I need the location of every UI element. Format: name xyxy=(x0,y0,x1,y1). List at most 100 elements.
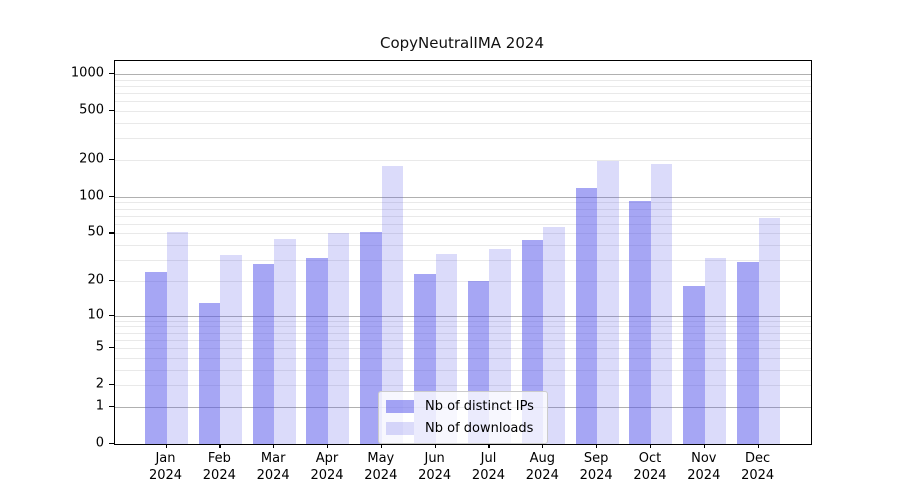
bar-nb-of-downloads-dec xyxy=(758,218,781,444)
y-tick-label: 50 xyxy=(87,224,104,240)
x-tick-mark xyxy=(434,444,436,448)
bar-nb-of-distinct-ips-jan xyxy=(145,271,167,444)
minor-gridline xyxy=(115,208,811,210)
y-tick-mark xyxy=(109,110,114,112)
bar-nb-of-distinct-ips-may xyxy=(360,232,382,444)
x-tick-label: May 2024 xyxy=(364,451,398,483)
minor-gridline xyxy=(115,260,811,262)
legend: Nb of distinct IPs Nb of downloads xyxy=(378,391,548,444)
y-tick-mark xyxy=(109,347,114,349)
bar-nb-of-distinct-ips-sep xyxy=(575,188,598,444)
x-tick-mark xyxy=(326,444,329,448)
x-tick-label: Jul 2024 xyxy=(471,451,506,483)
x-tick-mark xyxy=(596,444,598,448)
bar-nb-of-distinct-ips-mar xyxy=(252,263,275,444)
y-tick-mark xyxy=(109,314,114,316)
major-gridline xyxy=(115,315,811,317)
minor-gridline xyxy=(115,85,811,87)
legend-item-downloads: Nb of downloads xyxy=(386,421,534,436)
x-tick-mark xyxy=(649,444,652,448)
bar-nb-of-downloads-jan xyxy=(166,232,188,444)
y-tick-mark xyxy=(109,443,114,445)
y-tick-label: 100 xyxy=(79,188,104,204)
x-tick-label: Sep 2024 xyxy=(579,451,613,483)
minor-gridline xyxy=(115,202,811,204)
minor-gridline xyxy=(115,320,811,322)
major-gridline xyxy=(115,196,811,198)
minor-gridline xyxy=(115,79,811,81)
x-tick-mark xyxy=(488,444,490,448)
bar-nb-of-downloads-apr xyxy=(327,233,350,444)
bar-nb-of-distinct-ips-apr xyxy=(306,258,328,444)
x-tick-label: Dec 2024 xyxy=(741,451,775,483)
y-tick-mark xyxy=(109,232,114,234)
x-tick-label: Mar 2024 xyxy=(256,451,290,483)
x-tick-label: Oct 2024 xyxy=(633,451,667,483)
bar-nb-of-downloads-mar xyxy=(274,238,296,444)
y-tick-label: 1 xyxy=(95,398,104,414)
bar-nb-of-downloads-nov xyxy=(704,258,727,444)
x-tick-mark xyxy=(219,444,221,448)
minor-gridline xyxy=(115,357,811,359)
y-tick-mark xyxy=(109,405,114,408)
y-tick-mark xyxy=(109,384,114,386)
minor-gridline xyxy=(115,111,811,113)
bar-nb-of-downloads-feb xyxy=(220,255,242,444)
x-tick-mark xyxy=(542,444,544,448)
minor-gridline xyxy=(115,233,811,235)
bar-nb-of-distinct-ips-oct xyxy=(629,200,651,444)
y-tick-label: 10 xyxy=(87,307,104,323)
minor-gridline xyxy=(115,215,811,217)
x-tick-label: Feb 2024 xyxy=(202,451,236,483)
bar-nb-of-downloads-aug xyxy=(543,226,565,444)
x-tick-mark xyxy=(703,444,705,448)
x-tick-label: Jun 2024 xyxy=(418,451,452,483)
x-tick-mark xyxy=(273,444,275,448)
y-tick-label: 200 xyxy=(79,151,104,167)
minor-gridline xyxy=(115,138,811,140)
x-tick-label: Apr 2024 xyxy=(310,451,344,483)
minor-gridline xyxy=(115,339,811,341)
bar-nb-of-downloads-sep xyxy=(597,160,619,444)
minor-gridline xyxy=(115,101,811,103)
y-tick-mark xyxy=(109,159,114,161)
x-tick-mark xyxy=(165,444,167,448)
chart-title: CopyNeutralIMA 2024 xyxy=(380,34,544,52)
y-tick-label: 2 xyxy=(95,376,104,392)
x-tick-mark xyxy=(757,444,759,448)
minor-gridline xyxy=(115,160,811,161)
y-tick-label: 5 xyxy=(95,339,104,355)
bar-nb-of-downloads-oct xyxy=(650,164,673,444)
y-tick-mark xyxy=(109,195,114,198)
y-tick-mark xyxy=(109,73,114,75)
legend-item-distinct-ips: Nb of distinct IPs xyxy=(386,399,534,414)
y-tick-label: 20 xyxy=(87,272,104,288)
minor-gridline xyxy=(115,369,811,371)
x-tick-label: Jan 2024 xyxy=(148,451,183,483)
legend-label-distinct-ips: Nb of distinct IPs xyxy=(425,399,534,414)
bar-nb-of-distinct-ips-nov xyxy=(683,286,705,444)
y-tick-mark xyxy=(109,279,114,282)
legend-label-downloads: Nb of downloads xyxy=(425,421,534,436)
minor-gridline xyxy=(115,326,811,328)
bar-nb-of-distinct-ips-dec xyxy=(737,261,759,444)
minor-gridline xyxy=(115,245,811,247)
legend-swatch-downloads xyxy=(386,422,414,435)
minor-gridline xyxy=(115,223,811,225)
x-tick-mark xyxy=(380,444,382,448)
minor-gridline xyxy=(115,385,811,387)
bar-nb-of-distinct-ips-feb xyxy=(198,302,221,444)
y-tick-label: 1000 xyxy=(70,65,104,81)
plot-area xyxy=(114,60,812,445)
minor-gridline xyxy=(115,93,811,95)
x-tick-label: Aug 2024 xyxy=(525,451,559,483)
minor-gridline xyxy=(115,332,811,334)
minor-gridline xyxy=(115,280,811,282)
minor-gridline xyxy=(115,348,811,350)
major-gridline xyxy=(115,74,811,76)
legend-swatch-distinct-ips xyxy=(386,400,414,413)
bar-nb-of-downloads-may xyxy=(381,165,404,444)
y-tick-label: 500 xyxy=(79,102,104,118)
minor-gridline xyxy=(115,123,811,125)
